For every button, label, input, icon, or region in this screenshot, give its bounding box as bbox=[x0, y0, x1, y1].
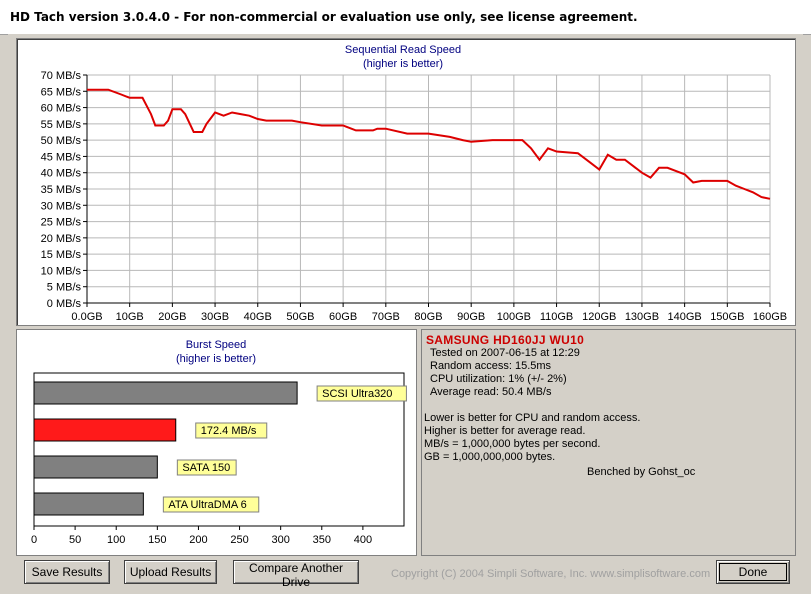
title-bar: HD Tach version 3.0.4.0 - For non-commer… bbox=[0, 0, 811, 35]
burst-chart-title: Burst Speed bbox=[186, 339, 247, 351]
seq-x-tick-label: 80GB bbox=[414, 311, 442, 323]
burst-x-tick-label: 350 bbox=[313, 534, 331, 546]
cpu-utilization: CPU utilization: 1% (+/- 2%) bbox=[430, 373, 567, 385]
seq-x-tick-label: 60GB bbox=[329, 311, 357, 323]
burst-x-tick-label: 200 bbox=[189, 534, 207, 546]
seq-y-tick-label: 35 MB/s bbox=[41, 184, 82, 196]
seq-x-tick-label: 50GB bbox=[286, 311, 314, 323]
burst-bar bbox=[33, 418, 177, 442]
random-access: Random access: 15.5ms bbox=[430, 360, 552, 372]
burst-x-tick-label: 100 bbox=[107, 534, 125, 546]
seq-y-tick-label: 55 MB/s bbox=[41, 119, 82, 131]
seq-series-line bbox=[87, 88, 771, 200]
save-results-button[interactable]: Save Results bbox=[24, 560, 110, 584]
burst-x-tick-label: 400 bbox=[354, 534, 372, 546]
note-gb-definition: GB = 1,000,000,000 bytes. bbox=[424, 451, 556, 463]
seq-x-tick-label: 90GB bbox=[457, 311, 485, 323]
seq-y-tick-label: 60 MB/s bbox=[41, 103, 82, 115]
seq-x-tick-label: 40GB bbox=[244, 311, 272, 323]
seq-y-tick-label: 50 MB/s bbox=[41, 135, 82, 147]
done-button[interactable]: Done bbox=[716, 560, 790, 584]
burst-x-tick-label: 150 bbox=[148, 534, 166, 546]
sequential-read-chart: Sequential Read Speed (higher is better)… bbox=[41, 44, 787, 323]
burst-bar-label-box bbox=[195, 422, 268, 439]
burst-bar-label: SATA 150 bbox=[182, 462, 230, 474]
drive-info-panel: SAMSUNG HD160JJ WU10 Tested on 2007-06-1… bbox=[421, 329, 796, 556]
seq-y-tick-label: 70 MB/s bbox=[41, 70, 82, 82]
seq-x-tick-label: 160GB bbox=[753, 311, 787, 323]
burst-bar bbox=[33, 381, 298, 405]
seq-x-tick-label: 30GB bbox=[201, 311, 229, 323]
sequential-read-panel: Sequential Read Speed (higher is better)… bbox=[16, 38, 796, 326]
burst-x-tick-label: 300 bbox=[271, 534, 289, 546]
burst-x-tick-label: 0 bbox=[31, 534, 37, 546]
copyright-text: Copyright (C) 2004 Simpli Software, Inc.… bbox=[391, 568, 711, 580]
burst-bar-label: SCSI Ultra320 bbox=[322, 388, 392, 400]
seq-x-tick-label: 130GB bbox=[625, 311, 659, 323]
seq-x-tick-label: 10GB bbox=[116, 311, 144, 323]
seq-x-tick-label: 70GB bbox=[372, 311, 400, 323]
benched-by: Benched by Gohst_oc bbox=[587, 466, 696, 478]
burst-x-tick-label: 250 bbox=[230, 534, 248, 546]
seq-y-tick-label: 25 MB/s bbox=[41, 217, 82, 229]
seq-x-tick-label: 100GB bbox=[497, 311, 531, 323]
burst-bar-label-box bbox=[162, 496, 260, 513]
burst-chart-subtitle: (higher is better) bbox=[176, 353, 256, 365]
seq-y-tick-label: 45 MB/s bbox=[41, 151, 82, 163]
burst-bar-label: 172.4 MB/s bbox=[201, 425, 257, 437]
seq-x-tick-label: 0.0GB bbox=[71, 311, 102, 323]
note-lower-better: Lower is better for CPU and random acces… bbox=[424, 412, 641, 424]
seq-chart-subtitle: (higher is better) bbox=[363, 58, 443, 70]
burst-bar-label-box bbox=[176, 459, 237, 476]
average-read: Average read: 50.4 MB/s bbox=[430, 386, 552, 398]
seq-x-tick-label: 140GB bbox=[668, 311, 702, 323]
seq-y-tick-label: 30 MB/s bbox=[41, 200, 82, 212]
seq-x-tick-label: 110GB bbox=[540, 311, 573, 323]
window-title: HD Tach version 3.0.4.0 - For non-commer… bbox=[10, 10, 638, 24]
burst-bar bbox=[33, 455, 158, 479]
burst-bar bbox=[33, 492, 144, 516]
seq-x-tick-label: 150GB bbox=[710, 311, 744, 323]
seq-y-tick-label: 20 MB/s bbox=[41, 233, 82, 245]
drive-name: SAMSUNG HD160JJ WU10 bbox=[426, 333, 585, 347]
tested-on: Tested on 2007-06-15 at 12:29 bbox=[430, 347, 580, 359]
seq-y-tick-label: 0 MB/s bbox=[47, 298, 82, 310]
burst-speed-panel: Burst Speed (higher is better) SCSI Ultr… bbox=[16, 329, 417, 556]
seq-y-tick-label: 65 MB/s bbox=[41, 86, 82, 98]
note-higher-better: Higher is better for average read. bbox=[424, 425, 586, 437]
seq-y-tick-label: 40 MB/s bbox=[41, 168, 82, 180]
seq-y-tick-label: 15 MB/s bbox=[41, 249, 82, 261]
seq-y-tick-label: 5 MB/s bbox=[47, 282, 82, 294]
seq-chart-title: Sequential Read Speed bbox=[345, 44, 461, 56]
upload-results-button[interactable]: Upload Results bbox=[124, 560, 217, 584]
seq-x-tick-label: 120GB bbox=[582, 311, 616, 323]
burst-x-tick-label: 50 bbox=[69, 534, 81, 546]
burst-bar-label-box bbox=[316, 385, 407, 402]
burst-bar-label: ATA UltraDMA 6 bbox=[168, 499, 246, 511]
seq-x-tick-label: 20GB bbox=[158, 311, 186, 323]
seq-y-tick-label: 10 MB/s bbox=[41, 265, 82, 277]
burst-speed-chart: Burst Speed (higher is better) SCSI Ultr… bbox=[31, 339, 407, 546]
compare-another-drive-button[interactable]: Compare Another Drive bbox=[233, 560, 359, 589]
note-mbs-definition: MB/s = 1,000,000 bytes per second. bbox=[424, 438, 601, 450]
